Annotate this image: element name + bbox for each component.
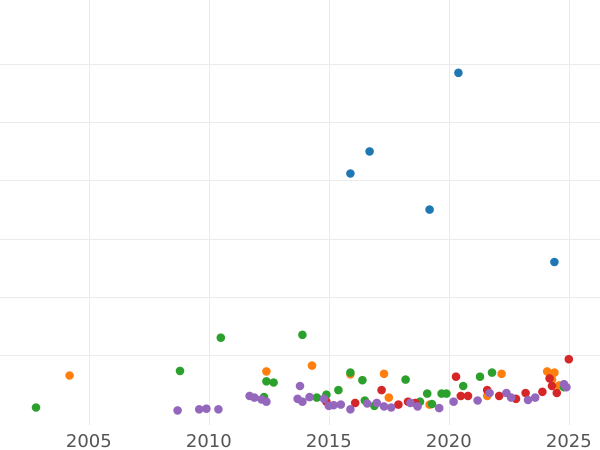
point-series3-14	[547, 381, 557, 391]
point-series0-0	[454, 68, 463, 78]
point-series1-7	[497, 369, 506, 379]
x-tick-label-1: 2010	[186, 431, 232, 450]
point-series4-0	[173, 406, 182, 415]
point-series1-4	[379, 369, 389, 379]
point-series2-9	[334, 385, 343, 395]
point-series3-8	[463, 391, 473, 401]
point-series1-10	[550, 368, 559, 377]
point-series3-15	[552, 388, 562, 398]
point-series4-30	[530, 393, 540, 402]
grid-lines	[0, 0, 600, 425]
point-series4-28	[506, 393, 516, 402]
point-series3-6	[451, 372, 461, 382]
point-series2-4	[269, 378, 278, 387]
point-series3-17	[545, 374, 554, 383]
x-tick-label-3: 2020	[426, 431, 472, 450]
point-series4-24	[449, 397, 458, 407]
point-series1-1	[262, 367, 271, 376]
point-series2-6	[298, 330, 307, 340]
point-series4-22	[413, 402, 422, 411]
point-series4-21	[406, 398, 415, 408]
point-series2-16	[422, 389, 432, 398]
point-series4-18	[372, 398, 382, 408]
point-series4-25	[473, 396, 482, 405]
data-points	[31, 68, 574, 415]
x-tick-label-2: 2015	[306, 431, 352, 450]
point-series2-19	[442, 389, 451, 398]
point-series2-11	[358, 375, 367, 385]
point-series1-9	[542, 367, 552, 376]
point-series2-1	[175, 366, 185, 376]
x-axis-tick-labels: 2005 2010 2015 2020 2025	[66, 431, 592, 450]
point-series3-16	[564, 354, 574, 364]
point-series3-2	[377, 385, 386, 395]
point-series4-32	[559, 379, 569, 389]
point-series2-3	[262, 377, 271, 386]
point-series4-26	[485, 388, 494, 398]
x-tick-label-0: 2005	[66, 431, 112, 450]
point-series2-7	[312, 393, 322, 402]
point-series2-14	[401, 375, 410, 384]
point-series4-16	[346, 405, 355, 414]
point-series1-2	[307, 361, 317, 370]
point-series4-29	[523, 395, 533, 405]
point-series4-10	[295, 381, 305, 391]
point-series4-17	[362, 399, 372, 408]
point-series4-5	[250, 393, 259, 402]
point-series2-2	[216, 333, 226, 343]
point-series2-20	[458, 381, 468, 391]
point-series2-10	[346, 368, 355, 377]
point-series4-20	[386, 403, 396, 412]
point-series4-11	[305, 392, 314, 402]
point-series3-1	[350, 398, 360, 408]
point-series4-15	[336, 400, 346, 409]
point-series4-9	[298, 397, 307, 407]
point-series3-3	[394, 400, 403, 409]
point-series4-12	[319, 394, 329, 404]
point-series1-5	[384, 393, 394, 402]
point-series0-1	[365, 147, 374, 156]
point-series4-19	[379, 402, 389, 411]
point-series0-4	[550, 257, 559, 267]
point-series2-0	[31, 403, 41, 412]
point-series3-10	[494, 391, 504, 401]
point-series2-21	[475, 372, 485, 382]
x-tick-label-4: 2025	[546, 431, 592, 450]
point-series2-22	[487, 368, 497, 377]
point-series3-12	[521, 388, 530, 398]
point-series0-2	[346, 169, 355, 178]
point-series3-7	[456, 391, 466, 401]
point-series4-3	[214, 405, 223, 414]
point-series4-7	[262, 397, 271, 407]
point-series4-14	[329, 400, 338, 410]
point-series0-3	[425, 205, 434, 214]
point-series4-23	[434, 403, 444, 413]
point-series4-1	[194, 405, 204, 414]
point-series3-13	[538, 387, 547, 397]
point-series2-17	[427, 399, 437, 409]
point-series4-2	[202, 404, 211, 414]
point-series1-0	[65, 371, 74, 380]
